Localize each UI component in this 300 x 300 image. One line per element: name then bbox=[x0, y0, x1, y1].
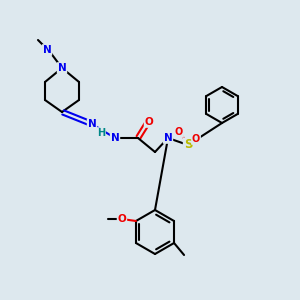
Text: N: N bbox=[164, 133, 172, 143]
Text: O: O bbox=[192, 134, 200, 144]
Text: S: S bbox=[184, 139, 192, 152]
Text: O: O bbox=[145, 117, 153, 127]
Text: N: N bbox=[111, 133, 119, 143]
Text: N: N bbox=[58, 63, 66, 73]
Text: N: N bbox=[88, 119, 96, 129]
Text: N: N bbox=[43, 45, 51, 55]
Text: O: O bbox=[175, 127, 183, 137]
Text: O: O bbox=[118, 214, 126, 224]
Text: H: H bbox=[97, 128, 105, 138]
